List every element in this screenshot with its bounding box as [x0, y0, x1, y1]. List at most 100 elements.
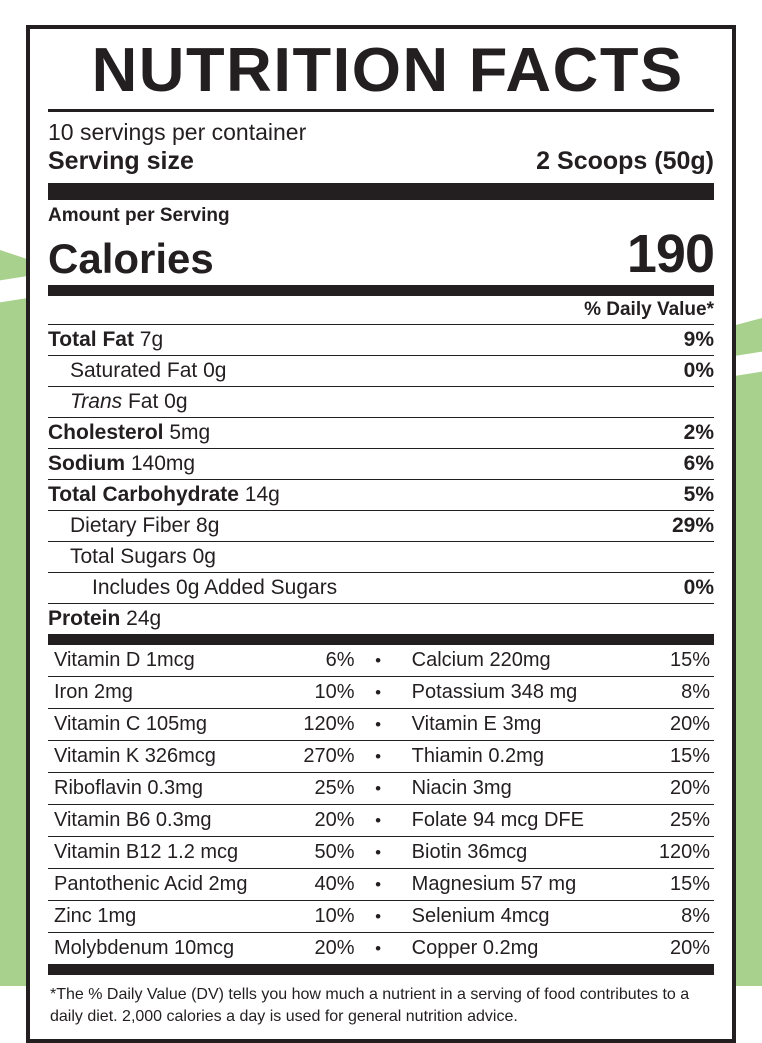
bullet-separator-icon: • — [354, 740, 402, 773]
vitamin-dv-right: 20% — [622, 708, 714, 741]
vitamin-row: Vitamin B6 0.3mg 20% • Folate 94 mcg DFE 25% — [48, 804, 714, 837]
vitamin-row: Riboflavin 0.3mg 25% • Niacin 3mg 20% — [48, 772, 714, 805]
bullet-separator-icon: • — [354, 836, 402, 869]
vitamin-dv-left: 6% — [325, 649, 355, 672]
bullet-separator-icon: • — [354, 804, 402, 837]
nutrient-daily-value: 9% — [683, 328, 714, 352]
amount-per-serving-label: Amount per Serving — [48, 205, 230, 227]
vitamin-row: Zinc 1mg 10% • Selenium 4mcg 8% — [48, 900, 714, 933]
vitamin-dv-right: 120% — [622, 836, 714, 869]
nutrient-row: Dietary Fiber 8g 29% — [48, 510, 714, 541]
vitamin-name-right: Vitamin E 3mg — [401, 708, 623, 741]
bullet-separator-icon: • — [354, 676, 402, 709]
bullet-separator-icon: • — [375, 651, 382, 671]
vitamin-name-left: Molybdenum 10mcg — [48, 932, 267, 965]
nutrient-name: Sodium 140mg — [48, 452, 196, 476]
vitamins-section-divider — [48, 964, 714, 976]
green-band-right-slash — [732, 351, 762, 377]
serving-size-value: 2 Scoops (50g) — [536, 147, 714, 176]
vitamin-row: Iron 2mg 10% • Potassium 348 mg 8% — [48, 676, 714, 709]
vitamin-dv-left: 50% — [266, 836, 355, 869]
vitamin-dv-right: 25% — [622, 804, 714, 837]
vitamin-name-left: Vitamin B12 1.2 mcg — [48, 836, 267, 869]
nutrient-section-divider — [48, 634, 714, 646]
green-accent-band-right — [732, 318, 762, 950]
vitamin-dv-right: 20% — [622, 772, 714, 805]
nutrient-name: Cholesterol 5mg — [48, 421, 211, 445]
vitamin-dv-left: 20% — [266, 932, 355, 965]
vitamin-row: Vitamin C 105mg 120% • Vitamin E 3mg 20% — [48, 708, 714, 741]
vitamin-name-right: Biotin 36mcg — [401, 836, 623, 869]
vitamin-row: Molybdenum 10mcg 20% • Copper 0.2mg 20% — [48, 932, 714, 965]
nutrient-row: Protein 24g — [48, 603, 714, 634]
daily-value-footnote: *The % Daily Value (DV) tells you how mu… — [50, 986, 690, 1025]
vitamin-name-left: Vitamin B6 0.3mg — [48, 804, 267, 837]
nutrient-daily-value: 0% — [683, 359, 714, 383]
vitamin-row: Vitamin K 326mcg 270% • Thiamin 0.2mg 15% — [48, 740, 714, 773]
nutrient-daily-value: 2% — [683, 421, 714, 445]
bullet-separator-icon: • — [354, 708, 402, 741]
serving-section-divider — [48, 183, 714, 201]
nutrient-row: Sodium 140mg 6% — [48, 448, 714, 479]
nutrient-daily-value: 5% — [683, 483, 714, 507]
vitamin-dv-right: 8% — [622, 676, 714, 709]
nutrition-facts-title: NUTRITION FACTS — [91, 36, 684, 105]
vitamin-name-left: Vitamin C 105mg — [48, 708, 267, 741]
vitamin-row: Pantothenic Acid 2mg 40% • Magnesium 57 mg 1… — [48, 868, 714, 901]
vitamin-name-right: Thiamin 0.2mg — [401, 740, 623, 773]
vitamin-name-right: Copper 0.2mg — [401, 932, 623, 965]
nutrient-row: Total Carbohydrate 14g 5% — [48, 479, 714, 510]
nutrient-daily-value: 0% — [683, 576, 714, 600]
vitamin-name-right: Folate 94 mcg DFE — [401, 804, 623, 837]
vitamin-name-left: Vitamin K 326mcg — [48, 740, 267, 773]
vitamin-name-right: Potassium 348 mg — [401, 676, 623, 709]
vitamin-row: Vitamin B12 1.2 mcg 50% • Biotin 36mcg 120% — [48, 836, 714, 869]
vitamin-dv-right: 8% — [622, 900, 714, 933]
vitamin-name-left: Pantothenic Acid 2mg — [48, 868, 267, 901]
calories-section-divider — [48, 285, 714, 297]
nutrient-daily-value: 6% — [683, 452, 714, 476]
vitamin-dv-right: 15% — [622, 740, 714, 773]
calories-row: Calories 190 — [48, 224, 715, 285]
vitamin-name-right: Niacin 3mg — [401, 772, 623, 805]
bullet-separator-icon: • — [354, 772, 402, 805]
nutrient-name: Total Fat 7g — [48, 328, 164, 352]
vitamin-dv-right: 15% — [669, 649, 710, 672]
vitamin-name-right: Calcium 220mg — [411, 649, 551, 672]
vitamin-dv-left: 20% — [266, 804, 355, 837]
nutrient-name: Total Sugars 0g — [70, 545, 216, 569]
nutrition-facts-panel: NUTRITION FACTS 10 servings per containe… — [26, 25, 736, 1043]
nutrient-name: Protein 24g — [48, 607, 162, 631]
vitamin-name-left: Zinc 1mg — [48, 900, 267, 933]
vitamin-dv-left: 25% — [266, 772, 355, 805]
calories-value: 190 — [626, 224, 715, 285]
serving-size-label: Serving size — [48, 147, 194, 176]
calories-label: Calories — [48, 235, 214, 282]
nutrient-list: Total Fat 7g 9% Saturated Fat 0g 0% Trans Fa… — [48, 324, 714, 634]
vitamin-name-right: Magnesium 57 mg — [401, 868, 623, 901]
vitamin-dv-left: 10% — [266, 900, 355, 933]
nutrient-name: Includes 0g Added Sugars — [92, 576, 338, 600]
vitamin-dv-left: 10% — [266, 676, 355, 709]
nutrient-name: Trans Fat 0g — [70, 390, 188, 414]
daily-value-header: % Daily Value* — [584, 299, 714, 321]
nutrient-daily-value: 29% — [671, 514, 714, 538]
title-divider — [48, 109, 714, 113]
vitamin-dv-right: 15% — [622, 868, 714, 901]
vitamin-dv-left: 270% — [266, 740, 355, 773]
bullet-separator-icon: • — [354, 900, 402, 933]
vitamin-dv-right: 20% — [622, 932, 714, 965]
vitamin-name-left: Riboflavin 0.3mg — [48, 772, 267, 805]
vitamin-row: Vitamin D 1mcg 6% • Calcium 220mg 15% — [48, 645, 714, 677]
nutrient-name: Dietary Fiber 8g — [70, 514, 220, 538]
nutrient-name: Saturated Fat 0g — [70, 359, 227, 383]
bullet-separator-icon: • — [354, 868, 402, 901]
nutrient-row: Includes 0g Added Sugars 0% — [48, 572, 714, 603]
servings-per-container: 10 servings per container — [48, 119, 307, 146]
nutrient-row: Total Fat 7g 9% — [48, 324, 714, 355]
vitamin-name-left: Vitamin D 1mcg — [54, 649, 195, 672]
vitamin-name-left: Iron 2mg — [48, 676, 267, 709]
nutrient-row: Cholesterol 5mg 2% — [48, 417, 714, 448]
serving-size-row: Serving size 2 Scoops (50g) — [48, 147, 714, 183]
vitamin-name-right: Selenium 4mcg — [401, 900, 623, 933]
